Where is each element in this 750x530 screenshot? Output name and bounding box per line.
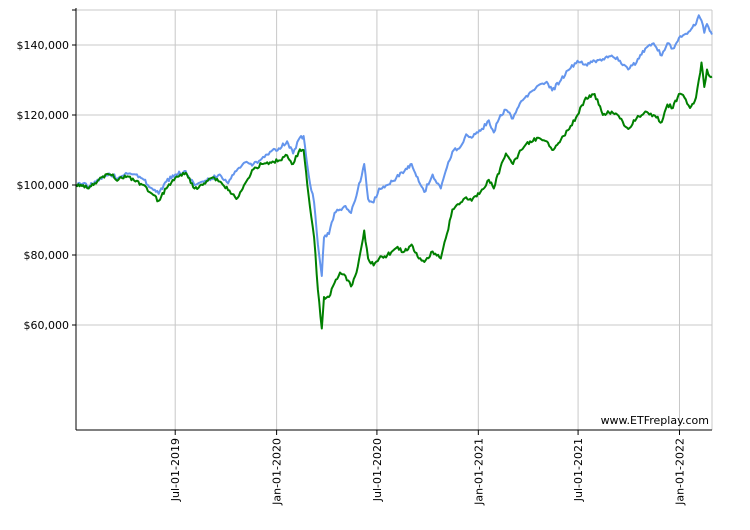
x-tick-label-4: Jul-01-2021 <box>572 438 585 502</box>
x-tick-label-3: Jan-01-2021 <box>472 438 485 506</box>
y-tick-label-0: $60,000 <box>24 319 70 332</box>
y-tick-label-1: $80,000 <box>24 249 70 262</box>
y-tick-label-4: $140,000 <box>17 39 70 52</box>
x-tick-label-2: Jul-01-2020 <box>371 438 384 502</box>
grid-lines <box>76 9 713 430</box>
y-tick-labels: $60,000 $80,000 $100,000 $120,000 $140,000 <box>17 39 70 332</box>
series-group <box>75 14 713 330</box>
x-tick-label-0: Jul-01-2019 <box>169 438 182 502</box>
x-tick-label-5: Jan-01-2022 <box>673 438 686 506</box>
y-tick-label-2: $100,000 <box>17 179 70 192</box>
x-tick-labels: Jul-01-2019 Jan-01-2020 Jul-01-2020 Jan-01-… <box>169 438 686 506</box>
axes <box>72 8 712 435</box>
y-tick-label-3: $120,000 <box>17 109 70 122</box>
series-line-1 <box>75 61 713 330</box>
watermark-text: www.ETFreplay.com <box>601 414 709 427</box>
x-tick-label-1: Jan-01-2020 <box>271 438 284 506</box>
